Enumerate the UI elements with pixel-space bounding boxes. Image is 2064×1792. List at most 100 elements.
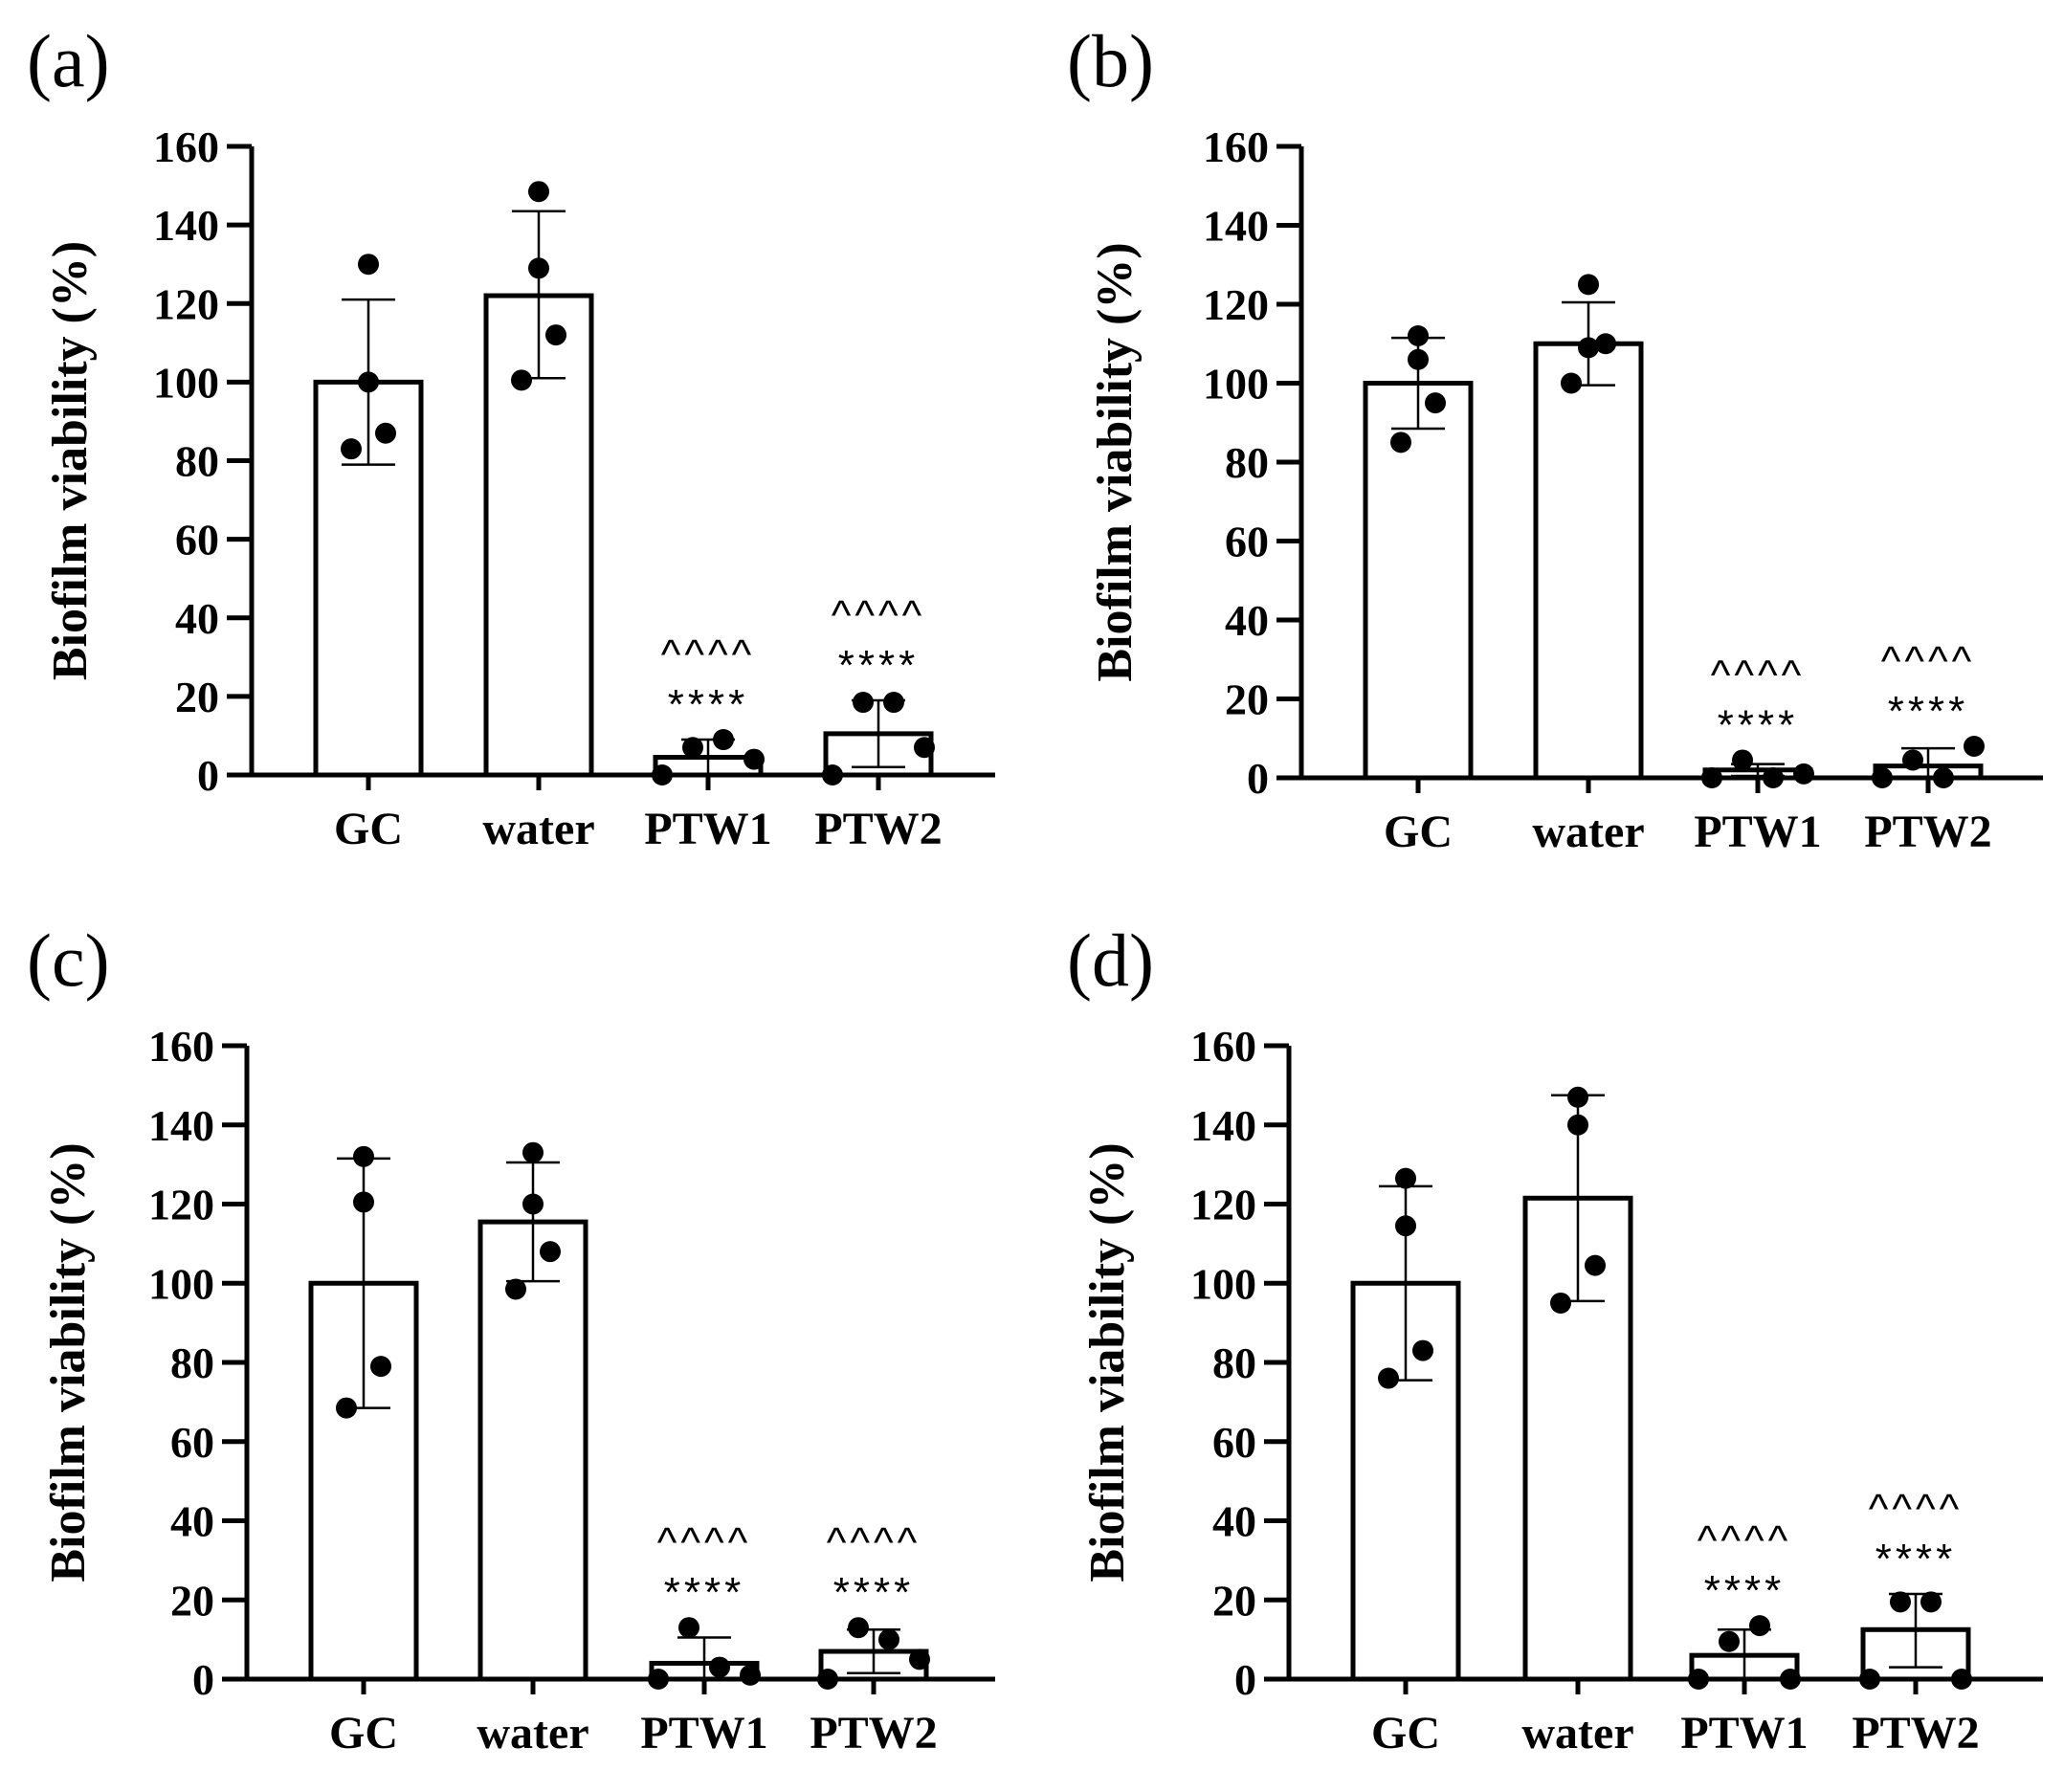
bar-water bbox=[477, 1219, 588, 1682]
y-tick-label: 20 bbox=[1212, 1576, 1256, 1625]
y-tick-label: 120 bbox=[148, 1181, 214, 1229]
x-tick-label: PTW2 bbox=[810, 1708, 937, 1759]
data-point bbox=[1578, 274, 1599, 296]
significance-caret: ^^^^ bbox=[657, 1519, 752, 1566]
data-point bbox=[528, 257, 549, 279]
panel-label: (c) bbox=[27, 918, 110, 1002]
y-tick-label: 40 bbox=[1212, 1497, 1256, 1546]
data-point bbox=[358, 371, 379, 393]
data-point bbox=[353, 1191, 374, 1213]
y-tick-label: 100 bbox=[153, 358, 219, 407]
data-point bbox=[358, 254, 379, 276]
y-tick-label: 0 bbox=[192, 1655, 214, 1704]
y-tick-label: 140 bbox=[148, 1101, 214, 1150]
x-tick-label: GC bbox=[1371, 1708, 1440, 1759]
data-point bbox=[540, 1241, 561, 1263]
data-point bbox=[1561, 372, 1582, 394]
data-point bbox=[1425, 392, 1446, 414]
chart-panel-3: (c) Biofilm viability (%) 0 20 40 60 80 100 120 1… bbox=[27, 918, 995, 1759]
y-tick-label: 60 bbox=[1225, 518, 1269, 566]
data-point bbox=[341, 438, 362, 460]
data-point bbox=[709, 1656, 730, 1678]
x-tick-label: water bbox=[477, 1708, 588, 1759]
data-point bbox=[1793, 763, 1814, 785]
y-tick-label: 40 bbox=[1225, 596, 1269, 645]
data-point bbox=[740, 1664, 761, 1686]
significance-caret: ^^^^ bbox=[1711, 652, 1806, 698]
data-point bbox=[1567, 1086, 1588, 1108]
data-point bbox=[1749, 1615, 1770, 1637]
data-point bbox=[1550, 1292, 1571, 1314]
significance-star: **** bbox=[838, 642, 920, 689]
panel-label: (a) bbox=[27, 19, 110, 102]
data-point bbox=[1719, 1630, 1740, 1652]
data-point bbox=[1732, 749, 1753, 771]
x-tick-label: PTW2 bbox=[1852, 1708, 1979, 1759]
data-point bbox=[678, 1617, 699, 1639]
chart-panel-1: (a) Biofilm viability (%) 0 20 40 60 80 100 120 1… bbox=[27, 19, 995, 854]
significance-caret: ^^^^ bbox=[661, 631, 756, 678]
data-point bbox=[1395, 1215, 1416, 1237]
panel-label: (b) bbox=[1067, 19, 1154, 102]
y-tick-label: 80 bbox=[1212, 1338, 1256, 1387]
x-tick-label: GC bbox=[1384, 807, 1453, 857]
significance-star: **** bbox=[664, 1569, 745, 1616]
data-point bbox=[528, 181, 549, 203]
y-axis-title: Biofilm viability (%) bbox=[1080, 1142, 1135, 1582]
y-axis-title: Biofilm viability (%) bbox=[43, 241, 98, 680]
y-tick-label: 160 bbox=[1203, 122, 1269, 171]
y-tick-label: 20 bbox=[1225, 675, 1269, 724]
y-tick-label: 80 bbox=[170, 1338, 214, 1387]
y-tick-label: 40 bbox=[175, 594, 219, 643]
data-point bbox=[370, 1356, 391, 1378]
y-tick-label: 160 bbox=[148, 1022, 214, 1071]
data-point bbox=[853, 692, 874, 714]
y-tick-label: 60 bbox=[170, 1418, 214, 1467]
significance-star: **** bbox=[1718, 701, 1799, 748]
significance-caret: ^^^^ bbox=[1881, 638, 1976, 685]
y-tick-label: 80 bbox=[175, 437, 219, 486]
data-point bbox=[1408, 348, 1429, 370]
data-point bbox=[1595, 333, 1616, 355]
significance-star: **** bbox=[833, 1569, 915, 1616]
y-tick-label: 20 bbox=[175, 673, 219, 721]
bar-gc bbox=[1363, 381, 1474, 781]
data-point bbox=[682, 737, 703, 759]
significance-star: **** bbox=[1888, 688, 1969, 735]
y-tick-label: 100 bbox=[1203, 360, 1269, 409]
data-point bbox=[353, 1145, 374, 1167]
x-tick-label: water bbox=[482, 804, 594, 854]
x-tick-label: water bbox=[1521, 1708, 1633, 1759]
y-tick-label: 160 bbox=[153, 122, 219, 171]
y-axis-title: Biofilm viability (%) bbox=[1088, 242, 1143, 681]
significance-caret: ^^^^ bbox=[832, 592, 926, 639]
x-tick-label: PTW1 bbox=[640, 1708, 767, 1759]
data-point bbox=[1920, 1591, 1942, 1613]
x-tick-label: PTW2 bbox=[814, 804, 942, 854]
data-point bbox=[743, 748, 765, 770]
data-point bbox=[1578, 337, 1599, 359]
data-point bbox=[1567, 1114, 1588, 1136]
data-point bbox=[511, 369, 532, 391]
x-tick-label: GC bbox=[334, 804, 403, 854]
data-point bbox=[336, 1397, 357, 1419]
data-point bbox=[1378, 1367, 1399, 1389]
data-point bbox=[909, 1648, 930, 1670]
significance-caret: ^^^^ bbox=[1698, 1517, 1792, 1564]
data-point bbox=[1964, 736, 1985, 757]
y-tick-label: 100 bbox=[148, 1259, 214, 1308]
data-point bbox=[878, 1628, 899, 1650]
y-tick-label: 0 bbox=[197, 751, 219, 800]
data-point bbox=[883, 692, 904, 714]
data-point bbox=[1408, 325, 1429, 346]
data-point bbox=[375, 422, 396, 444]
x-tick-label: PTW2 bbox=[1864, 807, 1991, 857]
y-tick-label: 80 bbox=[1225, 438, 1269, 487]
data-point bbox=[848, 1617, 869, 1639]
y-tick-label: 120 bbox=[153, 279, 219, 328]
data-point bbox=[522, 1193, 544, 1215]
data-point bbox=[505, 1278, 526, 1300]
y-tick-label: 120 bbox=[1190, 1181, 1256, 1229]
y-tick-label: 160 bbox=[1190, 1022, 1256, 1071]
